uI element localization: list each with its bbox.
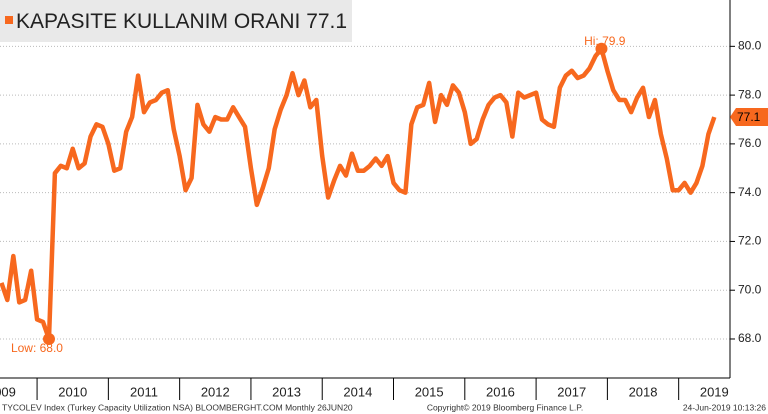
y-tick-label: 70.0 <box>738 282 762 296</box>
title-marker <box>5 16 13 24</box>
last-value-tag <box>730 108 768 127</box>
x-tick-label: 2013 <box>272 384 301 399</box>
annotation-label: Low: 68.0 <box>11 341 63 355</box>
last-value-label: 77.1 <box>737 110 761 124</box>
title-value: 77.1 <box>306 10 347 33</box>
x-tick-label: 2015 <box>415 384 444 399</box>
x-tick-label: 2009 <box>0 384 16 399</box>
x-tick-label: 2010 <box>58 384 87 399</box>
y-tick-label: 68.0 <box>738 331 762 345</box>
x-tick-label: 2019 <box>700 384 729 399</box>
chart-title: KAPASITE KULLANIM ORANI 77.1 <box>16 10 347 33</box>
y-tick-label: 74.0 <box>738 185 762 199</box>
annotation-label: Hi: 79.9 <box>584 34 626 48</box>
y-tick-label: 76.0 <box>738 136 762 150</box>
title-box <box>0 0 352 42</box>
y-tick-label: 78.0 <box>738 87 762 101</box>
x-tick-label: 2012 <box>201 384 230 399</box>
x-tick-label: 2016 <box>486 384 515 399</box>
footer-date: 24-Jun-2019 10:13:26 <box>683 402 766 412</box>
x-tick-label: 2011 <box>130 384 158 399</box>
x-tick-label: 2017 <box>557 384 586 399</box>
x-tick-label: 2014 <box>343 384 372 399</box>
annotation-marker <box>595 42 608 55</box>
footer-source: TYCOLEV Index (Turkey Capacity Utilizati… <box>2 402 353 412</box>
line-series <box>0 46 717 342</box>
y-tick-label: 80.0 <box>738 39 762 53</box>
y-tick-label: 72.0 <box>738 234 762 248</box>
x-tick-label: 2018 <box>629 384 658 399</box>
annotation-marker <box>42 332 55 345</box>
footer-copyright: Copyright© 2019 Bloomberg Finance L.P. <box>427 402 583 412</box>
title-text: KAPASITE KULLANIM ORANI <box>16 10 300 33</box>
plot <box>0 0 735 400</box>
